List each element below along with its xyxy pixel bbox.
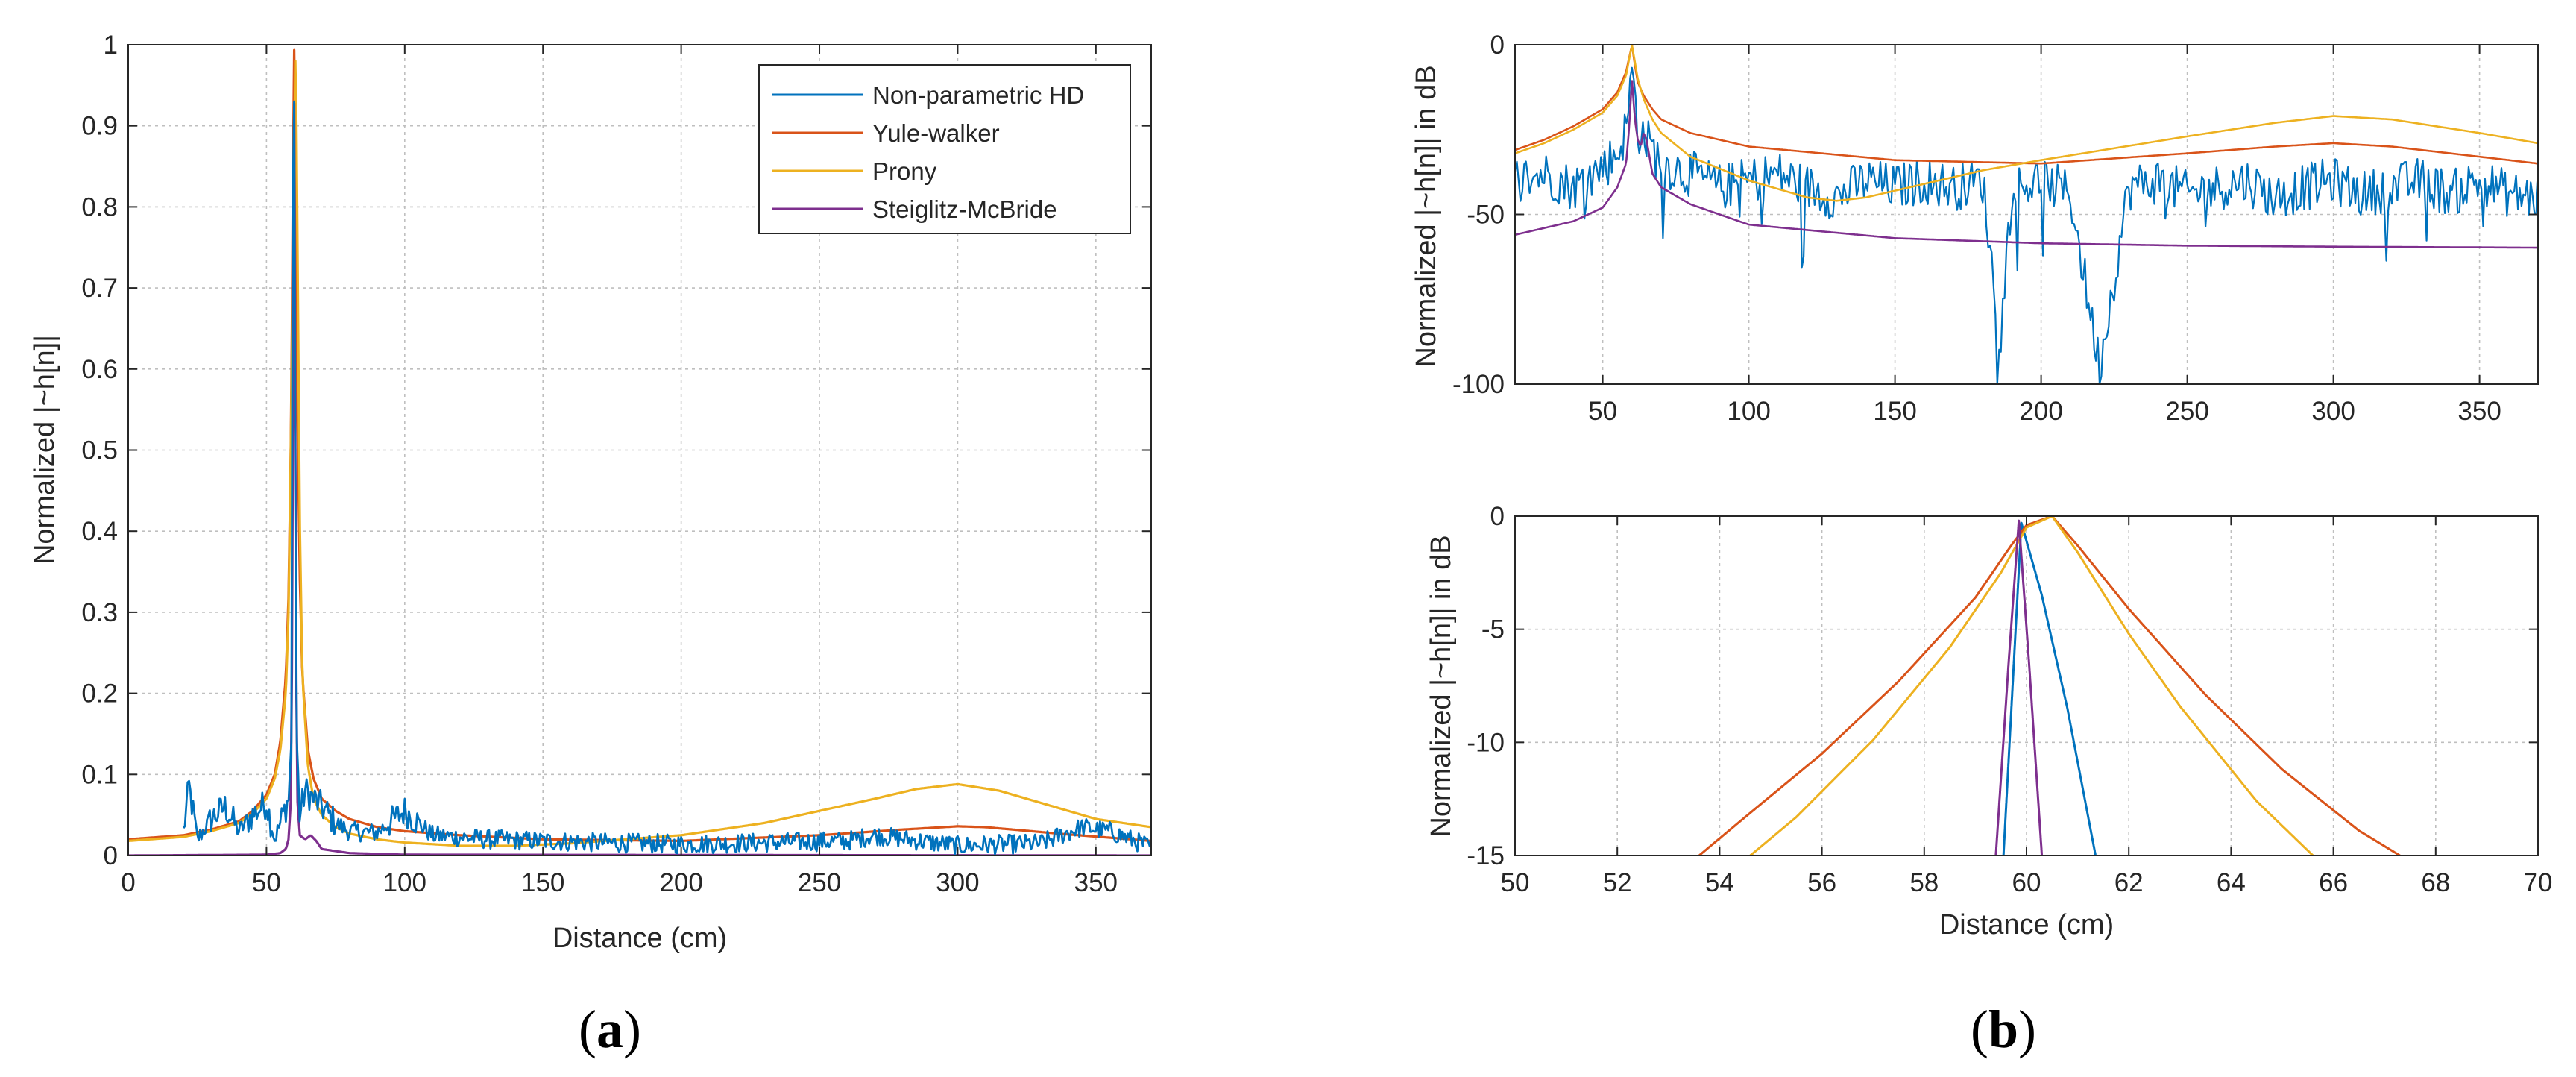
b_bottom-series-prony [1749, 516, 2314, 855]
b_top-ytick-label: -100 [1452, 370, 1505, 399]
legend-entry-non-parametric: Non-parametric HD [772, 81, 1084, 109]
panel-a-ticks: 0 50 100 150 200 250 300 350 0 0.1 0.2 0.3 0.4 0.5 0.6… [81, 31, 1151, 897]
a-ytick-label: 0.5 [81, 436, 118, 465]
a-ytick-label: 0.2 [81, 679, 118, 709]
b_top-ytick-label: 0 [1490, 31, 1505, 60]
b_top-xtick-label: 200 [2019, 397, 2062, 426]
legend-label-non-parametric: Non-parametric HD [872, 81, 1084, 109]
panel-b-top-ticks: 50 100 150 200 250 300 350 -100 -50 0 [1452, 31, 2538, 426]
b_top-ytick-label: -50 [1467, 201, 1505, 230]
panel-a-xlabel: Distance (cm) [552, 923, 727, 954]
panel-b-caption: (b) [1971, 999, 2036, 1059]
b_bottom-series-non-parametric-hd [2002, 521, 2097, 855]
b_top-xtick-label: 50 [1588, 397, 1617, 426]
b_bottom-xtick-label: 64 [2217, 868, 2246, 897]
a-xtick-label: 350 [1074, 868, 1118, 897]
b_top-xtick-label: 250 [2165, 397, 2208, 426]
a-ytick-label: 0.4 [81, 517, 118, 546]
legend-label-steiglitz-mcbride: Steiglitz-McBride [872, 195, 1057, 223]
a-ytick-label: 1 [104, 31, 118, 60]
a-xtick-label: 0 [121, 868, 135, 897]
legend-label-prony: Prony [872, 157, 937, 185]
a-xtick-label: 200 [659, 868, 702, 897]
a-ytick-label: 0 [104, 841, 118, 870]
b_top-series-clip [1515, 45, 2538, 384]
b_bottom-xtick-label: 66 [2319, 868, 2348, 897]
panel-b-top-series [1515, 45, 2538, 384]
panel-b-bottom-ticks: 50 52 54 56 58 60 62 64 66 68 70 -15 -10 -5 0 [1467, 502, 2552, 897]
panel-a-caption: (a) [579, 999, 641, 1059]
b_bottom-xtick-label: 70 [2524, 868, 2553, 897]
a-xtick-label: 100 [383, 868, 426, 897]
b_bottom-series-steiglitz-mcbride [1994, 519, 2044, 855]
panel-b-bottom-grid [1515, 516, 2538, 855]
b_top-xtick-label: 100 [1727, 397, 1770, 426]
a-xtick-label: 150 [521, 868, 564, 897]
panel-b-bottom-series [1698, 516, 2401, 855]
b_bottom-xtick-label: 60 [2012, 868, 2041, 897]
a-xtick-label: 300 [936, 868, 979, 897]
b_bottom-xtick-label: 54 [1705, 868, 1734, 897]
a-ytick-label: 0.1 [81, 760, 118, 789]
legend-entry-yule-walker: Yule-walker [772, 119, 1000, 147]
b_bottom-xtick-label: 68 [2421, 868, 2450, 897]
b_top-xtick-label: 300 [2311, 397, 2355, 426]
panel-b-top-chart: 50 100 150 200 250 300 350 -100 -50 0 Normalized … [1411, 31, 2539, 426]
panel-a-ylabel: Normalized |~h[n]| [29, 335, 60, 565]
panel-b-top-ylabel: Normalized |~h[n]| in dB [1411, 65, 1442, 367]
b_bottom-series-clip [1698, 516, 2401, 855]
b_bottom-ytick-label: -5 [1481, 615, 1505, 644]
panel-b-bottom-ylabel: Normalized |~h[n]| in dB [1426, 535, 1457, 837]
b_bottom-ytick-label: 0 [1490, 502, 1505, 531]
legend: Non-parametric HD Yule-walker Prony Stei… [758, 64, 1131, 234]
a-ytick-label: 0.7 [81, 274, 118, 303]
panel-b-bottom-xlabel: Distance (cm) [1939, 909, 2114, 941]
b_bottom-ytick-label: -10 [1467, 728, 1505, 757]
a-ytick-label: 0.6 [81, 355, 118, 384]
panel-b-bottom-chart: 50 52 54 56 58 60 62 64 66 68 70 -15 -10 -5 0 Distance… [1426, 502, 2552, 1059]
a-xtick-label: 250 [798, 868, 841, 897]
b_bottom-xtick-label: 50 [1501, 868, 1530, 897]
b_bottom-ytick-label: -15 [1467, 841, 1505, 870]
panel-a-caption-letter: a [596, 999, 623, 1059]
b_top-series-non-parametric-hd [1515, 66, 2538, 384]
panel-b-top-grid [1515, 45, 2538, 384]
b_top-series-prony [1515, 45, 2538, 202]
b_bottom-xtick-label: 58 [1909, 868, 1939, 897]
a-ytick-label: 0.3 [81, 598, 118, 627]
b_top-xtick-label: 350 [2457, 397, 2501, 426]
panel-b-caption-letter: b [1988, 999, 2018, 1059]
legend-entry-prony: Prony [772, 157, 937, 185]
b_bottom-xtick-label: 62 [2114, 868, 2144, 897]
a-ytick-label: 0.8 [81, 192, 118, 222]
b_top-xtick-label: 150 [1873, 397, 1916, 426]
b_bottom-xtick-label: 56 [1807, 868, 1836, 897]
b_bottom-xtick-label: 52 [1603, 868, 1632, 897]
a-xtick-label: 50 [252, 868, 281, 897]
a-ytick-label: 0.9 [81, 112, 118, 141]
legend-box [758, 64, 1131, 234]
b_top-series-steiglitz-mcbride [1515, 80, 2538, 249]
panel-a-chart: 0 50 100 150 200 250 300 350 0 0.1 0.2 0.3 0.4 0.5 0.6… [29, 31, 1152, 1059]
legend-label-yule-walker: Yule-walker [872, 119, 1000, 147]
a-series-non-parametric-hd [183, 100, 1151, 855]
legend-entry-steiglitz-mcbride: Steiglitz-McBride [772, 195, 1057, 223]
